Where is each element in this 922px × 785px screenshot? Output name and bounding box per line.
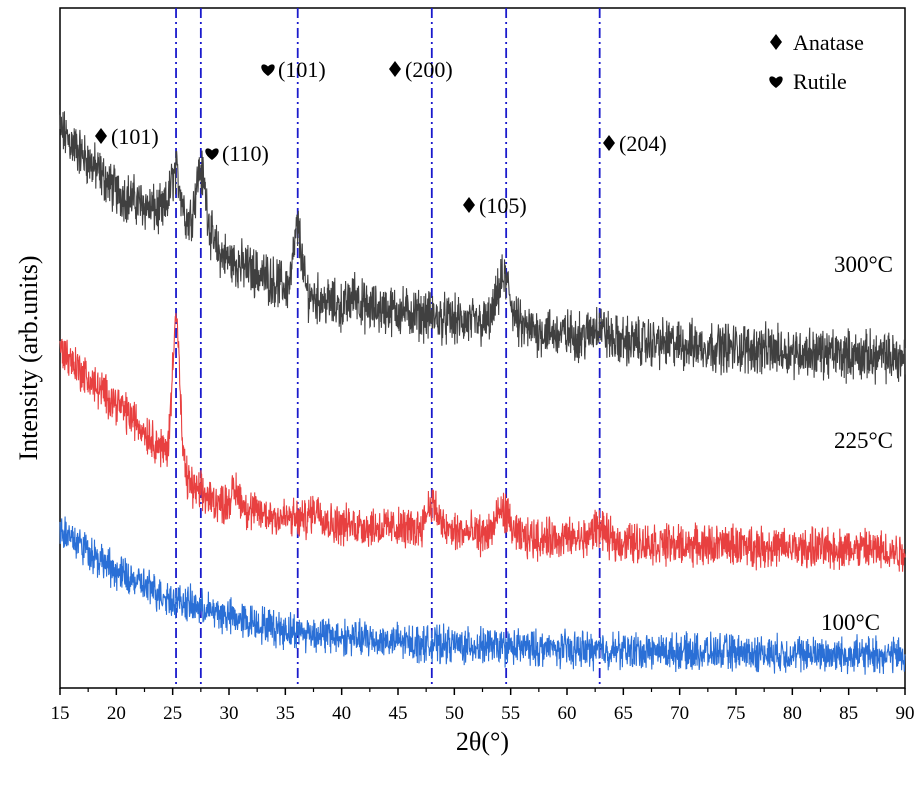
x-tick-label-0: 15 [51,703,70,724]
peak-annotation-3: (200) [405,57,453,82]
anatase-marker-icon [463,197,475,213]
anatase-marker-icon [95,128,107,144]
series-line-1 [59,313,906,572]
peak-annotation-1: (110) [222,141,269,166]
x-tick-label-4: 35 [276,703,295,724]
series-line-0 [59,111,906,385]
x-tick-label-11: 70 [670,703,689,724]
x-axis-label: 2θ(°) [456,727,509,756]
series-line-2 [59,516,906,675]
x-tick-label-2: 25 [163,703,182,724]
peak-annotation-2: (101) [278,57,326,82]
x-tick-label-10: 65 [614,703,633,724]
x-tick-label-13: 80 [783,703,802,724]
series-label-2: 100°C [821,610,880,635]
x-tick-label-3: 30 [220,703,239,724]
peak-annotations: (101) (110) (101) (200) (105) (204) [95,57,667,218]
x-tick-label-14: 85 [839,703,858,724]
series-label-0: 300°C [834,252,893,277]
series-labels: 300°C 225°C 100°C [821,252,893,635]
x-tick-label-12: 75 [727,703,746,724]
legend-label-0: Anatase [793,30,864,55]
x-tick-label-6: 45 [389,703,408,724]
x-tick-label-8: 55 [501,703,520,724]
x-tick-label-7: 50 [445,703,464,724]
series-group [59,111,906,675]
x-tick-label-9: 60 [558,703,577,724]
peak-annotation-4: (105) [479,193,527,218]
legend-label-1: Rutile [793,69,847,94]
legend-diamond-icon [770,34,782,50]
anatase-marker-icon [389,61,401,77]
series-label-1: 225°C [834,428,893,453]
x-tick-label-15: 90 [896,703,915,724]
x-tick-label-1: 20 [107,703,126,724]
reference-lines [175,8,601,688]
anatase-marker-icon [603,135,615,151]
legend-heart-icon [769,76,783,88]
peak-annotation-5: (204) [619,131,667,156]
y-axis-label: Intensity (arb.units) [14,255,43,460]
x-axis-ticks: 15 20 25 30 35 40 45 50 55 60 65 70 75 80 85 90 [51,688,915,724]
legend: Anatase Rutile [769,30,864,94]
rutile-marker-icon [261,64,275,76]
rutile-marker-icon [205,148,219,160]
x-tick-label-5: 40 [332,703,351,724]
peak-annotation-0: (101) [111,124,159,149]
